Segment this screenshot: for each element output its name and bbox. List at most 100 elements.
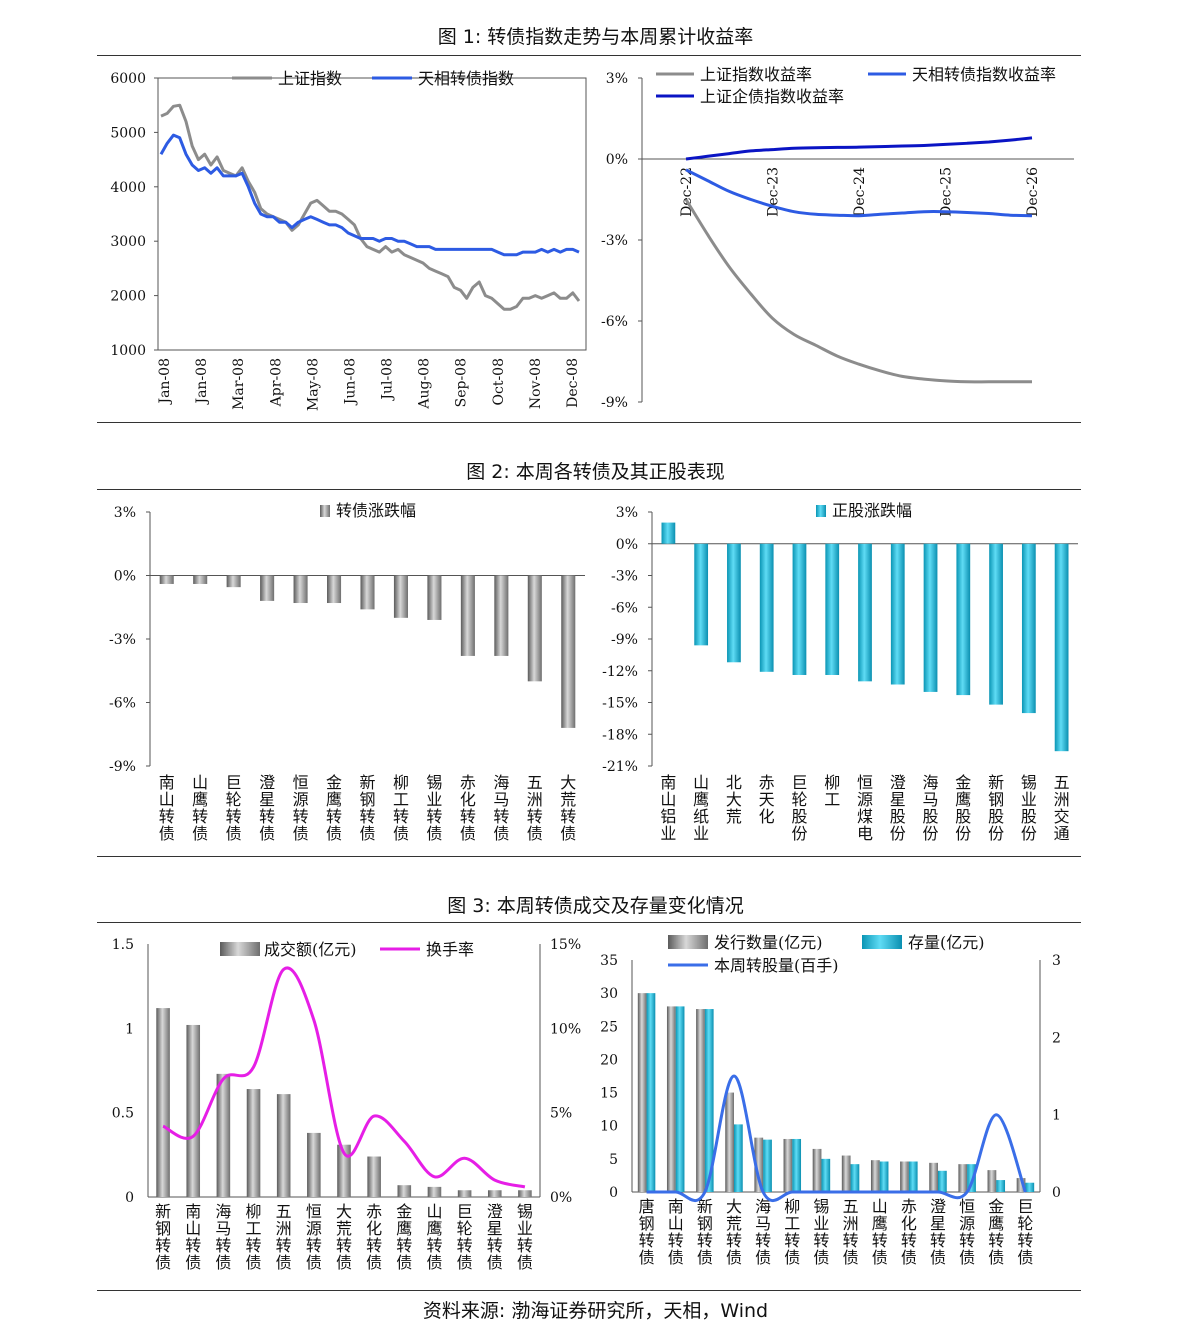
fig3-right-ytick-right: 0 <box>1052 1185 1061 1201</box>
fig1-right-xtick: Dec-24 <box>852 167 868 217</box>
fig3-right-issue-bar <box>637 993 647 1192</box>
fig3-right-stock-bar <box>938 1170 947 1192</box>
fig3-left-category-label-char: 转 <box>246 1236 262 1255</box>
fig2-left-category-label-char: 柳 <box>393 773 409 792</box>
fig2-right-category-label-char: 锡 <box>1021 773 1037 792</box>
fig3-right-legend-swatch-issue <box>668 935 708 949</box>
fig3-left-category-label-char: 转 <box>426 1236 442 1255</box>
fig2-left-bar <box>226 575 241 588</box>
fig2-left-bar <box>360 575 375 610</box>
fig3-left-category-label-char: 南 <box>185 1202 201 1221</box>
fig3-right-category-label-char: 转 <box>901 1231 917 1250</box>
fig2-left-category-label-char: 债 <box>460 824 476 843</box>
fig3-right-stock-bar <box>996 1180 1006 1192</box>
fig3-left-ytick-right: 5% <box>550 1106 572 1122</box>
fig2-right-category-label-char: 柳 <box>824 773 840 792</box>
fig3-right-category-label-char: 债 <box>755 1248 771 1267</box>
fig3-left-ytick-right: 0% <box>550 1190 572 1206</box>
fig2-left-category-label-char: 转 <box>560 807 576 826</box>
fig3-right-category-label-char: 柳 <box>784 1197 800 1216</box>
fig2-left-bar <box>561 575 576 728</box>
fig2-right-category-label-char: 业 <box>660 824 676 843</box>
fig3-right-stock-bar <box>908 1161 918 1192</box>
fig2-left-category-label-char: 转 <box>393 807 409 826</box>
fig2-right-category-label-char: 份 <box>1021 824 1037 843</box>
fig3-left-category-label-char: 轮 <box>457 1219 473 1238</box>
fig3-right-category-label-char: 转 <box>668 1231 684 1250</box>
fig3-left-category-label-char: 转 <box>215 1236 231 1255</box>
fig1-right-legend-label: 上证指数收益率 <box>700 65 812 84</box>
fig2-right-category-label-char: 业 <box>693 824 709 843</box>
fig1-left-ytick: 6000 <box>110 71 146 87</box>
fig3-right-stock-bar <box>646 993 656 1192</box>
fig2-right-bar <box>956 543 971 696</box>
fig1-left-xtick: Apr-08 <box>268 358 284 407</box>
fig3-right-category-label-char: 债 <box>668 1248 684 1267</box>
fig3-left-category-label-char: 五 <box>276 1202 292 1221</box>
fig3-right-ytick-right: 1 <box>1052 1108 1061 1124</box>
fig3-right-category-label-char: 债 <box>930 1248 946 1267</box>
fig3-right-category-label-char: 债 <box>988 1248 1004 1267</box>
fig2-left-category-label-char: 锡 <box>426 773 442 792</box>
fig1-left-xtick: Mar-08 <box>231 358 247 410</box>
fig2-left-category-label-char: 轮 <box>226 790 242 809</box>
fig3-right-category-label-char: 源 <box>959 1214 975 1233</box>
fig2-left-ytick: -6% <box>109 696 136 712</box>
fig1-right-series-line <box>684 198 1032 384</box>
fig2-left-category-label-char: 转 <box>226 807 242 826</box>
fig2-left-category-label-char: 钢 <box>359 790 375 809</box>
fig3-right-stock-bar <box>1025 1182 1035 1192</box>
fig3-right-category-label-char: 转 <box>1017 1231 1033 1250</box>
fig3-right-issue-bar <box>754 1137 764 1192</box>
fig2-right-category-label-char: 五 <box>1054 773 1070 792</box>
fig2-left-ytick: -3% <box>109 632 136 648</box>
fig3-right-category-label-char: 洲 <box>843 1214 859 1233</box>
fig3-left-category-label-char: 转 <box>366 1236 382 1255</box>
fig2-right-bar <box>1021 543 1036 714</box>
fig1-right-series-line <box>685 136 1033 161</box>
fig3-right-stock-bar <box>821 1158 831 1192</box>
fig2-left-category-label-char: 转 <box>326 807 342 826</box>
fig2-left-category-label-char: 赤 <box>460 773 476 792</box>
fig3-left-category-label-char: 金 <box>396 1202 412 1221</box>
fig3-right-legend-label: 发行数量(亿元) <box>714 933 823 952</box>
fig3-right-category-label-char: 荒 <box>726 1214 742 1233</box>
source-note: 资料来源: 渤海证券研究所，天相，Wind <box>422 1300 769 1322</box>
fig3-left-bar <box>276 1094 291 1197</box>
fig3-right-issue-bar <box>900 1161 909 1192</box>
fig3-right-issue-bar <box>666 1006 676 1192</box>
fig3-right-ytick: 20 <box>600 1052 618 1068</box>
fig3-left-category-label-char: 转 <box>336 1236 352 1255</box>
fig2-right-category-label-char: 份 <box>923 824 939 843</box>
fig2-right-bar <box>858 543 872 682</box>
fig2-right-category-label-char: 澄 <box>890 773 906 792</box>
fig2-left-ytick: -9% <box>109 759 136 775</box>
fig3-right-category-label-char: 业 <box>813 1214 829 1233</box>
fig3-right-category-label-char: 马 <box>755 1214 771 1233</box>
fig3-left-bar <box>156 1008 170 1197</box>
fig3-right-category-label-char: 债 <box>697 1248 713 1267</box>
fig2-left-bar <box>260 575 275 601</box>
fig2-left-bar <box>193 575 208 584</box>
fig1-right-ytick: -9% <box>601 395 628 411</box>
fig2-right-category-label-char: 轮 <box>791 790 807 809</box>
fig3-right-category-label-char: 恒 <box>959 1197 975 1216</box>
fig2-left-category-label-char: 大 <box>560 773 576 792</box>
fig2-right-category-label-char: 恒 <box>857 773 873 792</box>
fig1-left-xtick: May-08 <box>305 358 321 411</box>
fig1-left-xtick: Sep-08 <box>454 358 470 407</box>
fig2-left-category-label-char: 五 <box>527 773 543 792</box>
fig2-right-bar <box>890 543 905 685</box>
fig2-right-category-label-char: 巨 <box>791 773 807 792</box>
fig2-left-ytick: 0% <box>114 569 136 585</box>
fig2-right-bar <box>1054 543 1069 752</box>
fig3-left-bar <box>397 1185 412 1197</box>
fig1-left-ytick: 1000 <box>110 343 146 359</box>
fig3-left-bar <box>457 1190 472 1197</box>
fig2-right-category-label-char: 电 <box>857 824 873 843</box>
fig3-left-category-label-char: 债 <box>517 1253 533 1272</box>
fig2-left-category-label-char: 转 <box>527 807 543 826</box>
fig2-right-ytick: 0% <box>616 537 638 553</box>
fig2-right-category-label-char: 铝 <box>660 807 676 826</box>
